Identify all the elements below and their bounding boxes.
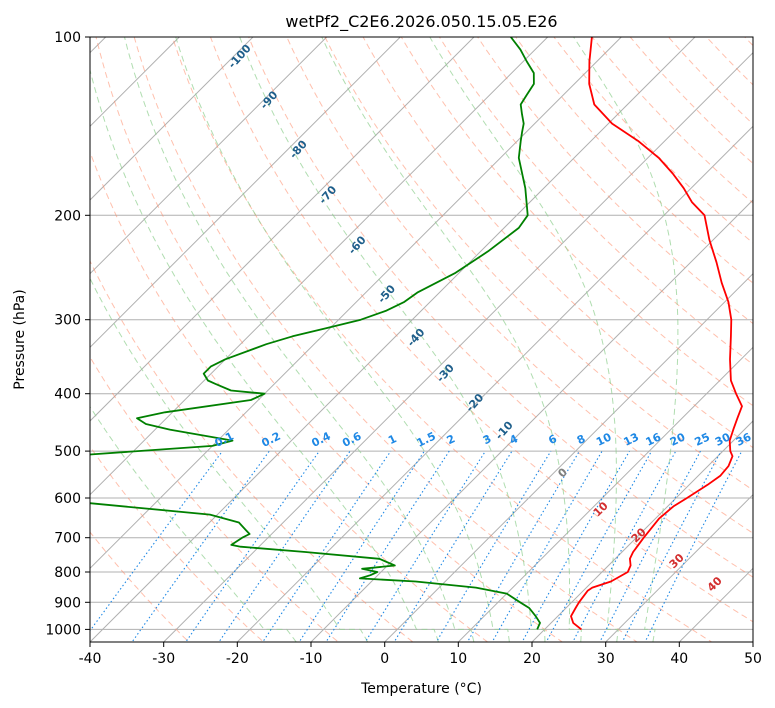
dry-adiabat [90, 356, 340, 642]
isotherm [90, 37, 475, 422]
moist-adiabat [90, 277, 369, 642]
moist-adiabat [90, 68, 439, 642]
dry-adiabat [90, 150, 489, 642]
y-tick-label: 600 [54, 491, 81, 507]
moist-adiabat [321, 37, 582, 642]
dry-adiabat [209, 37, 753, 623]
profile-lines [90, 37, 743, 631]
y-tick-label: 900 [54, 595, 81, 611]
moist-adiabat [175, 37, 510, 642]
mixing-ratio-line [393, 450, 513, 642]
mixing-ratio-label: 25 [693, 430, 712, 448]
dry-adiabat [286, 37, 753, 534]
isotherm [384, 272, 753, 642]
mixing-ratio-label: 16 [644, 430, 664, 449]
isotherm [236, 125, 753, 642]
mixing-ratio-line [262, 450, 392, 642]
y-tick-label: 1000 [45, 622, 81, 638]
x-axis-label: Temperature (°C) [360, 681, 482, 697]
isotherm [90, 37, 549, 496]
moist-adiabat [573, 37, 679, 642]
moist-adiabat [429, 37, 619, 642]
mixing-ratio-line [545, 450, 653, 642]
dry-adiabat [90, 445, 265, 642]
isotherm [90, 37, 254, 201]
x-tick-label: -20 [226, 651, 249, 667]
x-tick-label: 10 [449, 651, 467, 667]
dry-adiabat [477, 37, 753, 325]
x-tick-label: 50 [744, 651, 762, 667]
mixing-ratio-label: 13 [622, 430, 641, 448]
x-axis: -40 -30 -20 -10 0 10 20 30 40 50 [79, 642, 762, 667]
mixing-ratio-line [572, 450, 677, 642]
mixing-ratio-line [298, 450, 425, 642]
background-lines [90, 37, 753, 642]
y-tick-label: 200 [54, 208, 81, 224]
dry-adiabat [248, 37, 753, 578]
mixing-ratio-line [325, 450, 450, 642]
x-tick-label: 20 [523, 651, 541, 667]
y-tick-label: 100 [54, 30, 81, 46]
x-tick-label: 40 [670, 651, 688, 667]
x-tick-label: 30 [597, 651, 615, 667]
isotherm [90, 37, 328, 275]
dewpoint-line [90, 37, 541, 630]
dry-adiabat [90, 531, 190, 642]
isotherm [457, 346, 753, 642]
x-tick-label: 0 [380, 651, 389, 667]
temperature-line [570, 37, 743, 631]
x-tick-label: -30 [152, 651, 175, 667]
y-tick-label: 700 [54, 531, 81, 547]
dry-adiabat [133, 37, 638, 642]
dry-adiabat [90, 259, 414, 642]
isotherm [163, 51, 753, 642]
y-tick-label: 800 [54, 565, 81, 581]
mixing-ratio-line [491, 450, 603, 642]
dry-adiabat [95, 37, 564, 642]
moist-adiabat [239, 37, 546, 642]
mixing-ratio-label: 20 [668, 430, 688, 449]
mixing-ratio-label: 30 [713, 430, 733, 449]
mixing-ratio-line [131, 450, 270, 642]
y-tick-label: 400 [54, 387, 81, 403]
x-tick-label: -10 [300, 651, 323, 667]
isotherm [310, 199, 753, 642]
isotherm [90, 37, 401, 349]
plot-frame [89, 36, 754, 643]
isotherm [531, 420, 753, 642]
mixing-ratio-line [435, 450, 552, 642]
x-tick-label: -40 [79, 651, 102, 667]
mixing-ratio-line [599, 450, 701, 642]
chart-title: wetPf2_C2E6.2026.050.15.05.E26 [285, 12, 557, 32]
mixing-ratio-line [364, 450, 486, 642]
mixing-ratio-line [218, 450, 351, 642]
mixing-ratio-label: 36 [734, 430, 754, 449]
moist-adiabat [124, 37, 475, 642]
moist-adiabat [90, 405, 297, 642]
isotherm [605, 493, 753, 642]
mixing-ratio-label: 10 [594, 430, 614, 449]
y-tick-label: 300 [54, 313, 81, 329]
mixing-ratio-line [466, 450, 580, 642]
dry-adiabat [438, 37, 753, 366]
y-axis-label: Pressure (hPa) [12, 289, 28, 389]
y-axis: 1000 900 800 700 600 500 400 300 200 100 [45, 30, 90, 638]
dry-adiabat [400, 37, 753, 407]
y-tick-label: 500 [54, 444, 81, 460]
